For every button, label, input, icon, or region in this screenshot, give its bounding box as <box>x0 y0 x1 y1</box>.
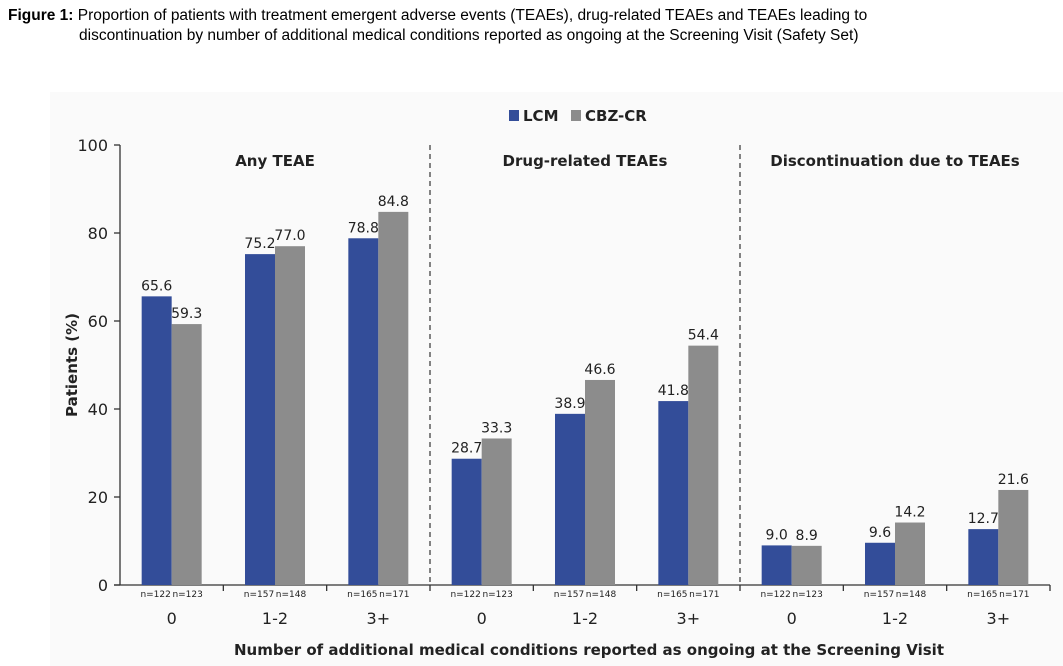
bars <box>141 211 1029 585</box>
y-tick-label-40: 40 <box>88 400 108 419</box>
bar-lcm-drug-related-teaes-0 <box>451 458 482 585</box>
labels: Any TEAE 0 65.6 n=122 59.3 n=123 1-2 75.2 n=157 7… <box>140 152 1029 628</box>
legend: LCM CBZ-CR <box>509 107 647 125</box>
x-category-label: 3+ <box>367 609 391 628</box>
n-label: n=122 <box>760 590 790 600</box>
n-label: n=165 <box>967 590 997 600</box>
data-label: 75.2 <box>244 236 275 252</box>
data-label: 84.8 <box>378 194 409 210</box>
y-tick-label-20: 20 <box>88 488 108 507</box>
data-label: 12.7 <box>968 511 999 527</box>
figure-label: Figure 1: <box>8 7 74 24</box>
caption-text-1: Proportion of patients with treatment em… <box>73 7 868 24</box>
bar-cbz-cr-discontinuation-due-to-teaes-1-2 <box>895 522 925 585</box>
bar-lcm-drug-related-teaes-1-2 <box>555 413 585 585</box>
data-label: 21.6 <box>998 472 1029 488</box>
x-category-label: 1-2 <box>572 609 598 628</box>
x-category-label: 1-2 <box>262 609 288 628</box>
bar-lcm-any-teae-1-2 <box>245 254 275 585</box>
n-label: n=148 <box>586 590 617 600</box>
n-label: n=123 <box>172 590 202 600</box>
n-label: n=171 <box>689 590 719 600</box>
bar-cbz-cr-drug-related-teaes-0 <box>481 438 512 585</box>
n-label: n=157 <box>244 590 274 600</box>
x-category-label: 0 <box>477 609 487 628</box>
bar-cbz-cr-any-teae-0 <box>171 324 202 585</box>
y-tick-label-80: 80 <box>88 224 108 243</box>
legend-swatch-cbz-cr <box>571 110 581 121</box>
data-label: 9.0 <box>766 527 788 543</box>
bar-lcm-drug-related-teaes-3 <box>658 401 689 585</box>
x-axis-label: Number of additional medical conditions … <box>234 641 944 659</box>
n-label: n=157 <box>554 590 584 600</box>
caption-line-2: discontinuation by number of additional … <box>79 27 859 44</box>
x-category-label: 0 <box>167 609 177 628</box>
y-tick-label-0: 0 <box>98 576 108 595</box>
n-label: n=122 <box>450 590 480 600</box>
x-category-label: 3+ <box>677 609 701 628</box>
x-category-label: 0 <box>787 609 797 628</box>
panel-title-any-teae: Any TEAE <box>235 152 315 170</box>
bar-cbz-cr-any-teae-1-2 <box>275 246 305 585</box>
n-label: n=148 <box>896 590 927 600</box>
n-label: n=165 <box>347 590 377 600</box>
bar-lcm-discontinuation-due-to-teaes-1-2 <box>865 542 895 585</box>
n-label: n=123 <box>792 590 822 600</box>
y-tick-label-100: 100 <box>77 136 108 155</box>
legend-label-cbz-cr: CBZ-CR <box>585 107 647 125</box>
data-label: 28.7 <box>451 441 482 457</box>
x-category-label: 3+ <box>987 609 1011 628</box>
n-label: n=148 <box>276 590 307 600</box>
data-label: 77.0 <box>274 228 305 244</box>
data-label: 59.3 <box>171 306 202 322</box>
data-label: 8.9 <box>796 528 818 544</box>
data-label: 14.2 <box>894 505 925 521</box>
data-label: 9.6 <box>869 525 891 541</box>
x-category-label: 1-2 <box>882 609 908 628</box>
legend-label-lcm: LCM <box>523 107 559 125</box>
n-label: n=157 <box>864 590 894 600</box>
bar-lcm-discontinuation-due-to-teaes-3 <box>968 529 999 585</box>
panel-title-drug-related-teaes: Drug-related TEAEs <box>503 152 668 170</box>
data-label: 33.3 <box>481 420 512 436</box>
data-label: 41.8 <box>658 383 689 399</box>
bar-lcm-discontinuation-due-to-teaes-0 <box>761 545 792 585</box>
data-label: 54.4 <box>688 328 719 344</box>
bar-cbz-cr-discontinuation-due-to-teaes-3 <box>998 489 1029 585</box>
n-label: n=122 <box>140 590 170 600</box>
n-label: n=123 <box>482 590 512 600</box>
panel-title-discontinuation-due-to-teaes: Discontinuation due to TEAEs <box>770 152 1020 170</box>
bar-cbz-cr-drug-related-teaes-3 <box>688 345 719 585</box>
data-label: 65.6 <box>141 278 172 294</box>
caption-line-1: Figure 1: Proportion of patients with tr… <box>8 6 867 26</box>
data-label: 38.9 <box>554 396 585 412</box>
y-axis-label: Patients (%) <box>63 313 81 417</box>
bar-lcm-any-teae-0 <box>141 296 172 585</box>
y-tick-label-60: 60 <box>88 312 108 331</box>
bar-cbz-cr-any-teae-3 <box>378 211 409 585</box>
legend-swatch-lcm <box>509 110 519 121</box>
data-label: 78.8 <box>348 220 379 236</box>
n-label: n=165 <box>657 590 687 600</box>
bar-cbz-cr-drug-related-teaes-1-2 <box>585 379 615 585</box>
n-label: n=171 <box>379 590 409 600</box>
n-label: n=171 <box>999 590 1029 600</box>
bar-lcm-any-teae-3 <box>348 238 379 585</box>
data-label: 46.6 <box>584 362 615 378</box>
bar-cbz-cr-discontinuation-due-to-teaes-0 <box>791 545 822 585</box>
